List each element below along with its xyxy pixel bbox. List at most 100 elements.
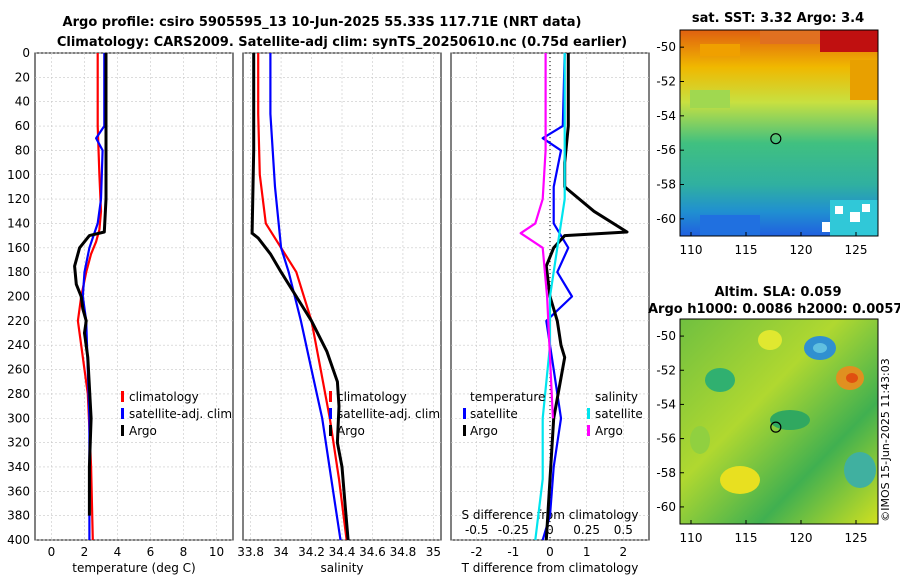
map-y-tick-label: -54 [656,109,676,123]
map-y-tick-label: -58 [656,466,676,480]
sst-map-title: sat. SST: 3.32 Argo: 3.4 [692,11,864,26]
map-y-tick-label: -50 [656,40,676,54]
legend-swatch [121,391,124,402]
series-line-s-satellite [534,53,566,541]
map-x-tick-label: 125 [845,243,868,257]
y-tick-label: 60 [15,119,30,133]
x-tick-label: 34 [273,545,288,559]
map-y-tick-label: -60 [656,500,676,514]
y-tick-label: 260 [7,363,30,377]
sst-map [680,30,878,236]
legend-swatch [463,408,466,419]
y-tick-label: 100 [7,168,30,182]
sla-eddies [690,330,876,494]
sst-map-frame [679,29,879,237]
y-tick-label: 180 [7,265,30,279]
map-x-tick-label: 120 [790,243,813,257]
imos-watermark: ©IMOS 15-Jun-2025 11:43:03 [879,358,892,522]
x-tick-label: 34.2 [298,545,325,559]
y-tick-label: 40 [15,95,30,109]
x2-tick-label: 0.25 [573,523,600,537]
legend-swatch [121,408,124,419]
y-tick-label: 240 [7,338,30,352]
legend-swatch [329,391,332,402]
map-y-tick-label: -56 [656,143,676,157]
map-x-tick-label: 115 [735,243,758,257]
legend-label: Argo [470,424,498,438]
map-y-tick-label: -52 [656,75,676,89]
x-tick-label: 4 [114,545,122,559]
legend-swatch [463,425,466,436]
x-tick-label: 6 [147,545,155,559]
legend-label: satellite [470,407,518,421]
x-tick-label: 34.4 [329,545,356,559]
y-tick-label: 140 [7,216,30,230]
title-line-1: Argo profile: csiro 5905595_13 10-Jun-20… [63,15,582,30]
argo-location-marker [770,133,782,145]
x-tick-label: 0 [48,545,56,559]
x-tick-label: 8 [180,545,188,559]
series-line-argo [73,53,108,516]
x-tick-label: 34.6 [359,545,386,559]
legend-swatch [329,425,332,436]
sst-warm-patches [690,30,878,236]
sla-axes: 110 115 120 125 -50 -52 -54 -56 -58 -60 [656,329,867,545]
series-line-climatology [76,53,103,541]
sla-map-title: Altim. SLA: 0.059 [715,285,842,300]
y-tick-label: 120 [7,192,30,206]
legend-label: satellite-adj. clim [129,407,232,421]
x2-tick-label: -0.5 [465,523,488,537]
map-x-tick-label: 125 [845,531,868,545]
y-tick-label: 360 [7,484,30,498]
series-line-t-satellite [541,52,574,541]
x2-tick-label: 0 [546,523,554,537]
map-y-tick-label: -54 [656,397,676,411]
x-tick-label: 1 [583,545,591,559]
legend-title-salinity: salinity [595,390,638,404]
x2-tick-label: 0.5 [614,523,633,537]
map-y-tick-label: -58 [656,178,676,192]
map-y-tick-label: -60 [656,212,676,226]
legend-label: Argo [595,424,623,438]
temperature-panel: 0 2 4 6 8 10020406080100120140160180200220240… [7,46,234,575]
sla-map [680,319,878,524]
y-tick-label: 20 [15,70,30,84]
map-y-tick-label: -56 [656,432,676,446]
argo-location-marker [770,421,782,433]
y-tick-label: 220 [7,314,30,328]
y-tick-label: 400 [7,533,30,547]
title-line-2: Climatology: CARS2009. Satellite-adj cli… [57,35,627,50]
x-tick-label: 35 [426,545,441,559]
x-tick-label: 10 [209,545,224,559]
legend-swatch [587,425,590,436]
x-tick-label: 2 [81,545,89,559]
map-x-tick-label: 110 [680,243,703,257]
y-tick-label: 380 [7,509,30,523]
legend-swatch [121,425,124,436]
map-y-tick-label: -52 [656,363,676,377]
y-tick-label: 0 [22,46,30,60]
x-axis-label: salinity [320,561,363,575]
sst-axes: 110 115 120 125 -50 -52 -54 -56 -58 -60 [656,40,867,257]
legend-label: Argo [129,424,157,438]
sla-map-subtitle: Argo h1000: 0.0086 h2000: 0.0057 [648,302,900,317]
map-x-tick-label: 110 [680,531,703,545]
legend-label: Argo [337,424,365,438]
map-x-tick-label: 115 [735,531,758,545]
series-line-climatology [257,53,348,541]
x-tick-label: -1 [507,545,519,559]
legend-label: climatology [337,390,407,404]
x-tick-label: 0 [546,545,554,559]
salinity-panel: 33.8 34 34.2 34.4 34.6 34.8 35 salinity climatol… [237,52,442,575]
x-tick-label: 2 [620,545,628,559]
y-tick-label: 300 [7,411,30,425]
legend-label: climatology [129,390,199,404]
x-tick-label: 34.8 [390,545,417,559]
series-line-argo [250,53,350,541]
legend-swatch [329,408,332,419]
difference-panel: -2 -1 0 1 2 T difference from climatology -0.5… [450,52,650,575]
x-tick-label: 33.8 [237,545,264,559]
y-tick-label: 320 [7,436,30,450]
legend-label: satellite-adj. clim [337,407,440,421]
